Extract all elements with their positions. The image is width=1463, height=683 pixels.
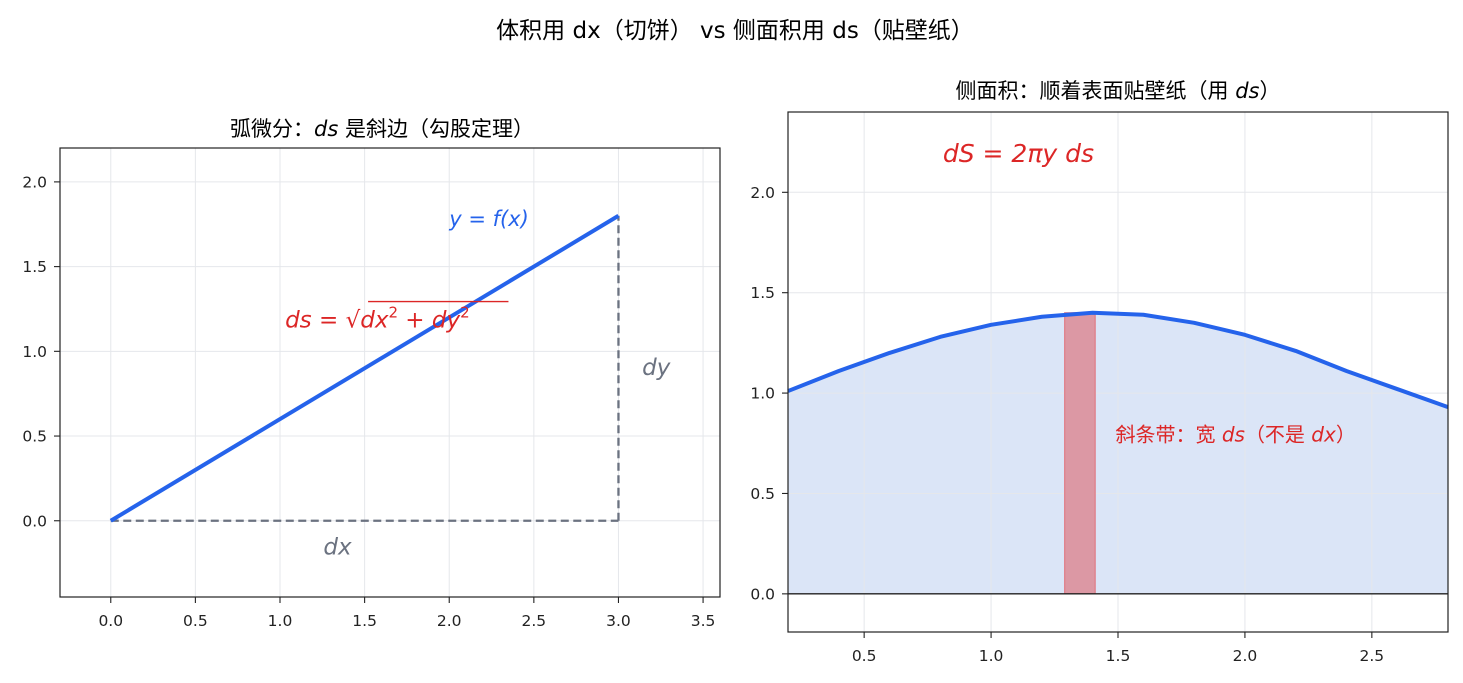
ds-formula-dx: dx bbox=[360, 308, 389, 334]
left-axes-frame bbox=[59, 147, 721, 598]
dy-label: dy bbox=[642, 355, 671, 381]
hypotenuse-line bbox=[109, 214, 620, 523]
left-xtick-label: 1.5 bbox=[352, 612, 377, 630]
ds-formula: ds = √dx2 + dy2 bbox=[285, 304, 470, 334]
right-annotations: dS = 2πy ds 斜条带：宽 ds（不是 dx） bbox=[943, 139, 1356, 446]
right-ytick-label: 0.5 bbox=[750, 485, 775, 503]
right-series bbox=[787, 310, 1449, 595]
strip-label: 斜条带：宽 ds（不是 dx） bbox=[1115, 422, 1355, 446]
dS-formula: dS = 2πy ds bbox=[943, 139, 1094, 168]
dx-label: dx bbox=[323, 535, 352, 561]
profile-curve bbox=[787, 310, 1449, 410]
ds-formula-plus: + bbox=[398, 308, 432, 334]
right-xtick-label: 2.5 bbox=[1360, 647, 1385, 665]
ds-formula-exp-1: 2 bbox=[388, 304, 398, 322]
right-ytick-label: 1.0 bbox=[750, 385, 775, 403]
right-ytick-label: 2.0 bbox=[750, 184, 775, 202]
ds-formula-equals: = bbox=[312, 308, 346, 334]
strip-label-part-0: 斜条带：宽 bbox=[1115, 422, 1221, 446]
right-chart: 侧面积：顺着表面贴壁纸（用 ds） dS = 2πy ds 斜条带：宽 ds（不是… bbox=[750, 79, 1449, 665]
left-xtick-label: 0.5 bbox=[183, 612, 208, 630]
left-ytick-label: 0.5 bbox=[22, 428, 47, 446]
right-xtick-label: 1.5 bbox=[1106, 647, 1131, 665]
left-grid bbox=[60, 148, 720, 597]
strip-label-part-4: ） bbox=[1336, 422, 1356, 446]
right-xtick-label: 0.5 bbox=[852, 647, 877, 665]
left-chart-title: 弧微分：ds 是斜边（勾股定理） bbox=[230, 117, 534, 141]
figure-suptitle: 体积用 dx（切饼） vs 侧面积用 ds（贴壁纸） bbox=[496, 18, 974, 44]
left-ticks: 0.0 0.5 1.0 1.5 2.0 2.5 3.0 3.5 0.0 0.5 1.0 1.5 2.0 bbox=[22, 173, 715, 630]
right-ytick-label: 0.0 bbox=[750, 585, 775, 603]
left-series bbox=[109, 214, 620, 523]
ds-formula-dy: dy bbox=[432, 308, 461, 334]
strip-label-part-1: ds bbox=[1222, 422, 1245, 446]
curve-label: y = f(x) bbox=[448, 207, 529, 231]
left-xtick-label: 2.5 bbox=[522, 612, 547, 630]
left-xtick-label: 1.0 bbox=[268, 612, 293, 630]
right-xtick-label: 1.0 bbox=[979, 647, 1004, 665]
ds-formula-lhs: ds bbox=[285, 308, 312, 334]
strip-label-part-2: （不是 bbox=[1245, 422, 1311, 446]
strip-label-part-3: dx bbox=[1311, 422, 1336, 446]
ds-formula-radical-sign: √ bbox=[346, 308, 361, 334]
left-ytick-label: 2.0 bbox=[22, 173, 47, 191]
left-xtick-label: 0.0 bbox=[98, 612, 123, 630]
ds-strip bbox=[1064, 312, 1096, 595]
right-chart-title: 侧面积：顺着表面贴壁纸（用 ds） bbox=[956, 79, 1281, 103]
left-ytick-label: 1.5 bbox=[22, 258, 47, 276]
left-xtick-label: 3.5 bbox=[691, 612, 716, 630]
left-right-triangle-legs bbox=[110, 215, 620, 522]
left-xtick-label: 2.0 bbox=[437, 612, 462, 630]
right-ticks: 0.5 1.0 1.5 2.0 2.5 0.0 0.5 1.0 1.5 2.0 bbox=[750, 184, 1384, 665]
right-strip bbox=[1064, 312, 1096, 595]
left-ytick-label: 1.0 bbox=[22, 343, 47, 361]
right-ytick-label: 1.5 bbox=[750, 284, 775, 302]
ds-formula-exp-2: 2 bbox=[460, 304, 470, 322]
left-xtick-label: 3.0 bbox=[606, 612, 631, 630]
left-ytick-label: 0.0 bbox=[22, 512, 47, 530]
right-xtick-label: 2.0 bbox=[1233, 647, 1258, 665]
